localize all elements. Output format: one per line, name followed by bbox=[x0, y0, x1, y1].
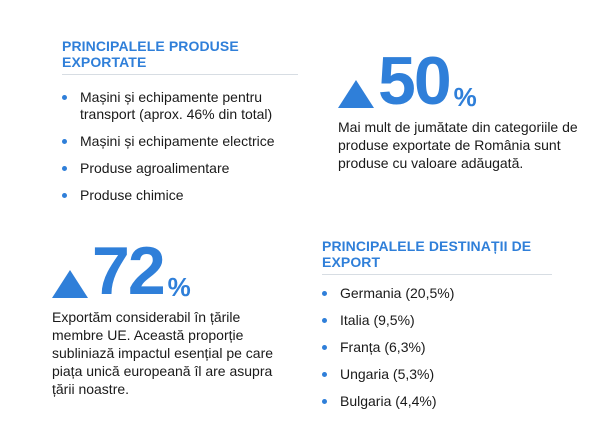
list-item: Italia (9,5%) bbox=[322, 312, 552, 329]
bullet-dot-icon bbox=[322, 291, 327, 296]
destination-item-label: Franța (6,3%) bbox=[340, 339, 426, 355]
destinations-section: PRINCIPALELE DESTINAȚII DE EXPORT German… bbox=[322, 238, 552, 420]
stat-72-unit: % bbox=[167, 272, 191, 302]
list-item: Germania (20,5%) bbox=[322, 285, 552, 302]
product-item-label: Mașini și echipamente pentru transport (… bbox=[80, 89, 273, 122]
stat-50-section: 50 % Mai mult de jumătate din categoriil… bbox=[338, 43, 578, 172]
triangle-up-icon bbox=[52, 270, 88, 298]
product-item-label: Mașini și echipamente electrice bbox=[80, 133, 275, 149]
bullet-dot-icon bbox=[322, 345, 327, 350]
bullet-dot-icon bbox=[322, 372, 327, 377]
stat-72-value: 72 bbox=[92, 233, 166, 309]
products-divider bbox=[62, 74, 298, 75]
products-section: PRINCIPALELE PRODUSE EXPORTATE Mașini și… bbox=[62, 38, 298, 214]
list-item: Mașini și echipamente electrice bbox=[62, 133, 298, 150]
product-item-label: Produse chimice bbox=[80, 187, 184, 203]
bullet-dot-icon bbox=[322, 399, 327, 404]
destination-item-label: Bulgaria (4,4%) bbox=[340, 393, 437, 409]
bullet-dot-icon bbox=[62, 193, 67, 198]
list-item: Ungaria (5,3%) bbox=[322, 366, 552, 383]
stat-50-figure: 50 % bbox=[338, 43, 578, 119]
destination-item-label: Italia (9,5%) bbox=[340, 312, 415, 328]
list-item: Mașini și echipamente pentru transport (… bbox=[62, 89, 298, 123]
product-item-label: Produse agroalimentare bbox=[80, 160, 230, 176]
bullet-dot-icon bbox=[322, 318, 327, 323]
bullet-dot-icon bbox=[62, 95, 67, 100]
stat-72-description: Exportăm considerabil în țările membre U… bbox=[52, 309, 274, 397]
triangle-up-icon bbox=[338, 80, 374, 108]
list-item: Bulgaria (4,4%) bbox=[322, 393, 552, 410]
stat-50-value: 50 bbox=[378, 43, 452, 119]
stat-72-section: 72 % Exportăm considerabil în țările mem… bbox=[52, 233, 292, 398]
destination-item-label: Germania (20,5%) bbox=[340, 285, 455, 301]
bullet-dot-icon bbox=[62, 139, 67, 144]
bullet-dot-icon bbox=[62, 166, 67, 171]
stat-50-description: Mai mult de jumătate din categoriile de … bbox=[338, 119, 578, 171]
destinations-heading: PRINCIPALELE DESTINAȚII DE EXPORT bbox=[322, 238, 532, 270]
list-item: Produse chimice bbox=[62, 187, 298, 204]
stat-72-figure: 72 % bbox=[52, 233, 292, 309]
list-item: Produse agroalimentare bbox=[62, 160, 298, 177]
destination-item-label: Ungaria (5,3%) bbox=[340, 366, 435, 382]
list-item: Franța (6,3%) bbox=[322, 339, 552, 356]
products-heading: PRINCIPALELE PRODUSE EXPORTATE bbox=[62, 38, 239, 70]
destinations-divider bbox=[322, 274, 552, 275]
products-list: Mașini și echipamente pentru transport (… bbox=[62, 89, 298, 204]
stat-50-unit: % bbox=[453, 82, 477, 112]
destinations-list: Germania (20,5%) Italia (9,5%) Franța (6… bbox=[322, 285, 552, 410]
